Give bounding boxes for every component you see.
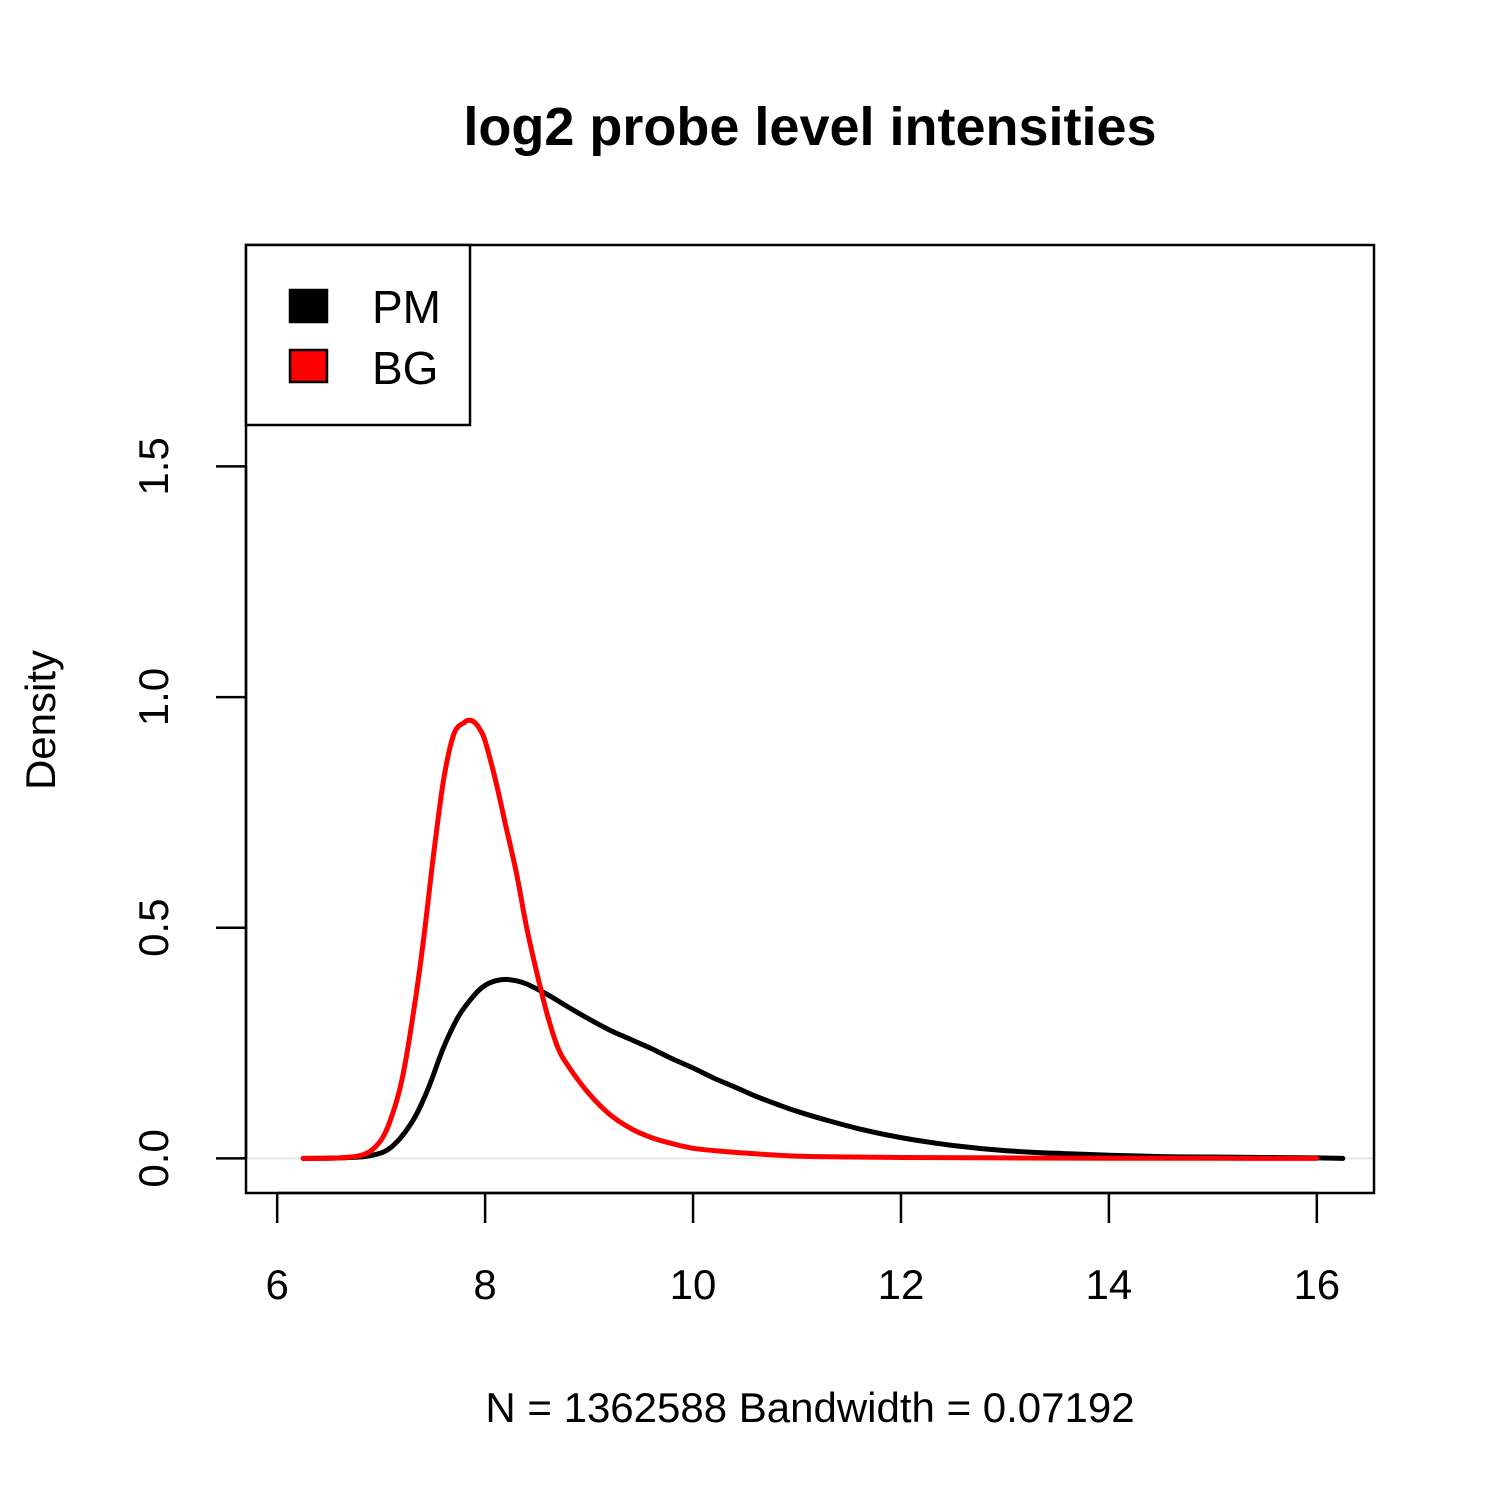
y-axis: 0.0 0.5 1.0 1.5 — [130, 437, 248, 1188]
series-line-pm — [300, 976, 1346, 1161]
x-axis-label: N = 1362588 Bandwidth = 0.07192 — [485, 1384, 1134, 1431]
chart-title: log2 probe level intensities — [463, 97, 1156, 157]
y-tick-label: 1.5 — [130, 437, 177, 495]
x-tick-label: 8 — [473, 1261, 496, 1308]
y-tick-label: 0.5 — [130, 899, 177, 957]
y-axis-label: Density — [17, 650, 64, 790]
x-tick-label: 6 — [266, 1261, 289, 1308]
series-layer — [300, 717, 1346, 1161]
legend-swatch-bg — [288, 348, 329, 384]
legend-label-bg: BG — [372, 342, 438, 394]
x-tick-label: 16 — [1293, 1261, 1340, 1308]
legend-label-pm: PM — [372, 281, 441, 333]
legend-box — [244, 243, 472, 427]
x-tick-label: 12 — [878, 1261, 925, 1308]
legend-swatch-pm — [288, 288, 329, 324]
x-axis: 6 8 10 12 14 16 — [266, 1191, 1340, 1308]
series-line-bg — [300, 717, 1320, 1161]
y-tick-label: 0.0 — [130, 1129, 177, 1187]
legend: PM BG — [244, 243, 472, 427]
y-tick-label: 1.0 — [130, 668, 177, 726]
x-tick-label: 10 — [670, 1261, 717, 1308]
x-tick-label: 14 — [1086, 1261, 1133, 1308]
